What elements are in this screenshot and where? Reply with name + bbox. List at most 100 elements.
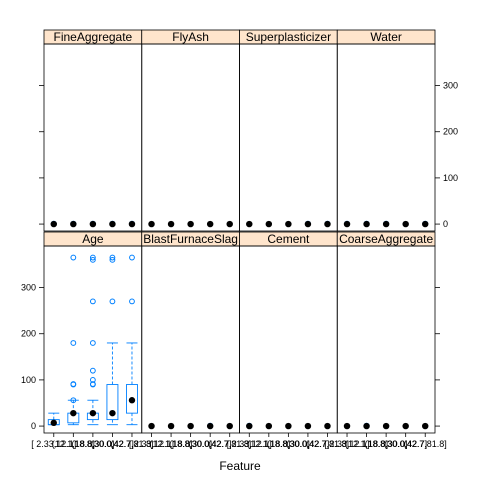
x-tick-label: [ 2.33,12.1] [227, 439, 272, 449]
median-dot [324, 220, 331, 228]
y-tick-label-left: 100 [21, 375, 36, 385]
x-tick-label: [ 2.33,12.1] [31, 439, 76, 449]
panel-border [336, 43, 436, 232]
outlier-point [129, 298, 135, 305]
median-dot [382, 220, 390, 228]
median-dot [89, 409, 97, 417]
median-dot [128, 397, 136, 404]
median-dot [304, 220, 312, 228]
x-tick-label: (12.1,18.8] [52, 439, 95, 449]
median-dot [363, 220, 370, 228]
panel-strip-label: BlastFurnaceSlag [143, 232, 238, 246]
x-tick-label: (18.8,30.0] [71, 439, 114, 449]
median-dot [70, 409, 77, 417]
x-tick-label: (12.1,18.8] [345, 439, 388, 449]
median-dot [206, 422, 214, 430]
median-dot [343, 220, 351, 228]
panels-group: FineAggregate FlyAsh Superplasticizer Water… [43, 29, 436, 434]
panel-Superplasticizer: Superplasticizer [239, 29, 338, 232]
panel-strip-label: FlyAsh [172, 30, 209, 44]
median-dot [206, 220, 214, 228]
outlier-point [89, 367, 96, 374]
median-dot [324, 422, 331, 430]
median-dot [422, 220, 429, 228]
outlier-point [129, 254, 135, 261]
outlier-point [70, 340, 77, 346]
median-dot [285, 220, 292, 228]
box [126, 384, 138, 414]
median-dot [187, 422, 194, 430]
median-dot [265, 220, 273, 228]
median-dot [226, 220, 233, 228]
box [106, 384, 119, 421]
panel-Age: Age [43, 231, 143, 434]
median-dot [402, 422, 409, 430]
outlier-point [109, 254, 116, 261]
median-dot [246, 220, 253, 228]
x-tick-label: (30.0,42.7] [286, 439, 329, 449]
median-dot [50, 220, 57, 228]
median-dot [70, 220, 77, 228]
median-dot [50, 419, 57, 427]
outlier-point [70, 381, 77, 387]
median-dot [128, 220, 136, 228]
outlier-point [89, 381, 96, 387]
y-tick-label-right: 0 [443, 219, 448, 229]
x-tick-label: (42.7,81.8] [110, 439, 153, 449]
panel-strip-label: FineAggregate [54, 30, 133, 44]
median-dot [343, 422, 351, 430]
outlier-point [70, 254, 77, 261]
x-tick-label: (12.1,18.8] [150, 439, 193, 449]
median-dot [304, 422, 312, 430]
outlier-point [109, 298, 116, 305]
x-tick-label: (30.0,42.7] [384, 439, 427, 449]
x-tick-label: [ 2.33,12.1] [325, 439, 370, 449]
panel-Water: Water [336, 29, 436, 232]
median-dot [89, 220, 97, 228]
y-tick-label-left: 200 [21, 329, 36, 339]
median-dot [285, 422, 292, 430]
median-dot [382, 422, 390, 430]
x-tick-label: [ 2.33,12.1] [129, 439, 174, 449]
x-tick-label: (30.0,42.7] [91, 439, 134, 449]
outlier-point [89, 377, 96, 383]
y-tick-label-right: 300 [443, 81, 458, 91]
y-tick-label-right: 200 [443, 127, 458, 137]
y-tick-label-right: 100 [443, 173, 458, 183]
median-dot [402, 220, 409, 228]
median-dot [109, 220, 116, 228]
outlier-point [89, 256, 96, 263]
median-dot [148, 422, 155, 430]
median-dot [167, 220, 175, 228]
median-dot [246, 422, 253, 430]
outlier-point [109, 256, 116, 263]
median-dot [167, 422, 175, 430]
median-dot [265, 422, 273, 430]
x-tick-label: (42.7,81.8] [306, 439, 349, 449]
outlier-point [70, 397, 77, 404]
outlier-point [89, 254, 96, 261]
y-tick-label-left: 300 [21, 283, 36, 293]
x-tick-label: (42.7,81.8] [404, 439, 447, 449]
x-axis-title: Feature [219, 459, 261, 473]
y-tick-label-left: 0 [31, 421, 36, 431]
panel-strip-label: Water [370, 30, 402, 44]
panel-strip-label: Superplasticizer [246, 30, 331, 44]
panel-strip-label: Age [82, 232, 104, 246]
outlier-point [89, 340, 96, 346]
panel-strip-label: Cement [267, 232, 310, 246]
median-dot [109, 409, 116, 417]
outlier-point [89, 298, 96, 305]
x-tick-label: (12.1,18.8] [247, 439, 290, 449]
x-tick-label: (18.8,30.0] [267, 439, 310, 449]
x-tick-label: (18.8,30.0] [169, 439, 212, 449]
median-dot [226, 422, 233, 430]
x-tick-label: (30.0,42.7] [189, 439, 232, 449]
panel-strip-label: CoarseAggregate [339, 232, 433, 246]
x-tick-label: (42.7,81.8] [208, 439, 251, 449]
median-dot [363, 422, 370, 430]
x-tick-label: (18.8,30.0] [365, 439, 408, 449]
median-dot [148, 220, 155, 228]
